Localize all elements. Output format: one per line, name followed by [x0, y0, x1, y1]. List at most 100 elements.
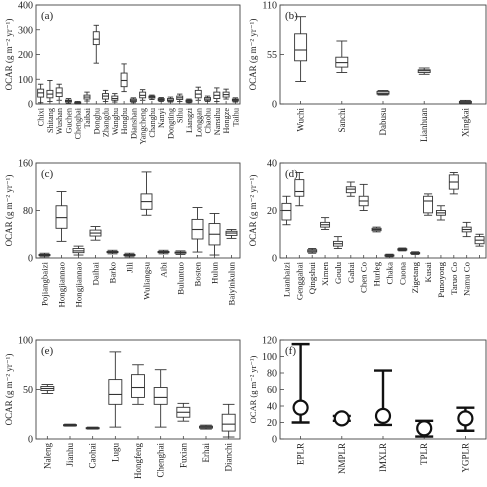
x-category-label: Ximen	[320, 261, 330, 286]
mean-marker	[416, 420, 433, 437]
y-tick-label: 0	[272, 100, 277, 111]
x-category-label: Buluntuo	[176, 261, 186, 294]
box-iqr	[120, 72, 128, 88]
x-category-label: Shitang	[46, 108, 55, 133]
plot-frame	[35, 4, 241, 105]
x-category-label: Zhangdu	[102, 108, 111, 137]
y-tick-label: 0	[28, 435, 33, 446]
panel-d: 0 20 40 OCAR (g m⁻² yr⁻¹) (d) Luanhaizi Gengga…	[248, 159, 487, 300]
box-iqr	[281, 202, 292, 221]
y-tick-label: 200	[18, 50, 33, 61]
y-tick-label: 80	[23, 206, 33, 217]
x-category-label: EPLR	[296, 443, 306, 465]
y-tick-label: 0	[28, 100, 33, 111]
x-category-label: Goulu	[333, 261, 343, 284]
y-tick-label: 40	[267, 159, 277, 170]
panel-b: 0 55 110 OCAR (g m⁻² yr⁻¹) (b) Wuchi Sanchi Dab…	[248, 1, 487, 142]
x-category-label: Yangcheng	[139, 108, 148, 144]
box-iqr	[221, 413, 236, 432]
x-category-label: TPLR	[419, 443, 429, 465]
x-category-label: Zigetang	[410, 261, 420, 293]
box-iqr	[345, 186, 356, 194]
box-iqr	[153, 387, 168, 405]
x-category-label: Dianshan	[129, 108, 138, 139]
x-category-label: Gahai	[346, 261, 356, 283]
x-category-label: Caohai	[88, 443, 98, 469]
x-category-label: Aibi	[159, 261, 169, 277]
y-tick-label: 0	[272, 254, 277, 265]
panel-a: 0 100 200 300 400 OCAR (g m⁻² yr⁻¹) (a) Chixi Sh…	[4, 1, 241, 144]
x-category-label: Lianhuan	[419, 108, 429, 142]
y-tick-label: 0	[272, 435, 277, 446]
x-category-label: Erhai	[201, 443, 211, 463]
x-category-label: Wuliangsu	[142, 261, 152, 299]
y-axis-title: OCAR (g m⁻² yr⁻¹)	[248, 175, 258, 247]
y-axis-title: OCAR (g m⁻² yr⁻¹)	[4, 19, 14, 91]
box-iqr	[55, 205, 68, 229]
box-iqr	[55, 87, 63, 98]
x-category-label: YGPLR	[460, 443, 470, 473]
y-tick-label: 80	[267, 369, 277, 380]
y-tick-label: 50	[23, 385, 33, 396]
x-category-label: NMPLR	[337, 443, 347, 474]
x-category-label: Bosten	[193, 261, 203, 286]
x-category-label: Nanyi	[157, 107, 166, 128]
x-category-label: Changhu	[148, 108, 157, 138]
x-category-label: Fuxian	[178, 443, 188, 469]
panel-label: (a)	[41, 10, 54, 22]
x-category-label: Chixi	[37, 107, 46, 126]
x-category-label: Wushan	[55, 108, 64, 135]
x-category-label: Taibai	[83, 107, 92, 128]
panel-e: 0 50 100 OCAR (g m⁻² yr⁻¹) (e) Naleng Jianhu Ca…	[4, 336, 241, 479]
panel-label: (f)	[285, 345, 296, 357]
x-category-label: Taihu	[231, 108, 240, 127]
x-category-label: Hongze	[222, 108, 231, 134]
x-category-label: Sanchi	[337, 108, 347, 133]
x-category-label: Dabusu	[378, 108, 388, 136]
y-tick-label: 110	[262, 1, 277, 12]
x-category-label: Hulun	[210, 261, 220, 284]
y-tick-label: 55	[267, 50, 277, 61]
plot-frame	[279, 4, 487, 105]
x-category-label: Chen Co	[359, 261, 369, 293]
mean-marker	[333, 410, 350, 427]
x-category-label: Cuona	[397, 262, 407, 285]
mean-marker	[374, 407, 392, 424]
x-category-label: Guchen	[64, 108, 73, 133]
y-tick-label: 160	[18, 159, 33, 170]
x-category-label: Dongting	[166, 108, 175, 139]
y-tick-label: 20	[267, 206, 277, 217]
x-category-label: Chaohu	[204, 108, 213, 133]
panel-label: (c)	[41, 168, 54, 180]
x-category-label: Qingshui	[307, 261, 317, 294]
panel-label: (e)	[41, 345, 54, 357]
y-axis-title: OCAR (g m⁻² yr⁻¹)	[4, 175, 14, 247]
x-category-label: Nansihu	[213, 108, 222, 135]
x-category-label: Daihai	[91, 261, 101, 285]
x-category-label: Hongfeng	[133, 443, 143, 479]
x-category-label: Baiyinkulun	[227, 261, 237, 305]
y-tick-label: 60	[267, 385, 277, 396]
box-iqr	[92, 31, 100, 46]
x-category-label: Namu Co	[462, 261, 472, 296]
x-category-label: Xingkai	[460, 108, 470, 137]
x-category-label: Genggahai	[294, 261, 304, 300]
box-iqr	[294, 179, 305, 197]
x-category-label: Honghu	[120, 108, 129, 134]
x-category-label: Jili	[125, 261, 135, 272]
x-category-label: Wanghu	[111, 108, 120, 135]
y-axis-title: OCAR (g m⁻² yr⁻¹)	[248, 356, 258, 424]
box-iqr	[294, 33, 308, 62]
x-category-label: IMXLR	[378, 443, 388, 472]
y-tick-label: 120	[262, 336, 277, 347]
panel-c: 0 80 160 OCAR (g m⁻² yr⁻¹) (c) Pojiangbaizi Ho…	[4, 159, 241, 307]
mean-marker	[457, 410, 474, 427]
x-category-label: Pojiangbaizi	[40, 261, 50, 306]
x-category-label: Longgan	[194, 108, 203, 137]
x-category-label: Chenghai	[74, 107, 83, 139]
y-tick-label: 100	[18, 336, 33, 347]
x-category-label: Punoyong	[436, 261, 446, 297]
x-category-label: Chenghai	[156, 443, 166, 478]
x-category-label: Sihu	[176, 108, 185, 123]
